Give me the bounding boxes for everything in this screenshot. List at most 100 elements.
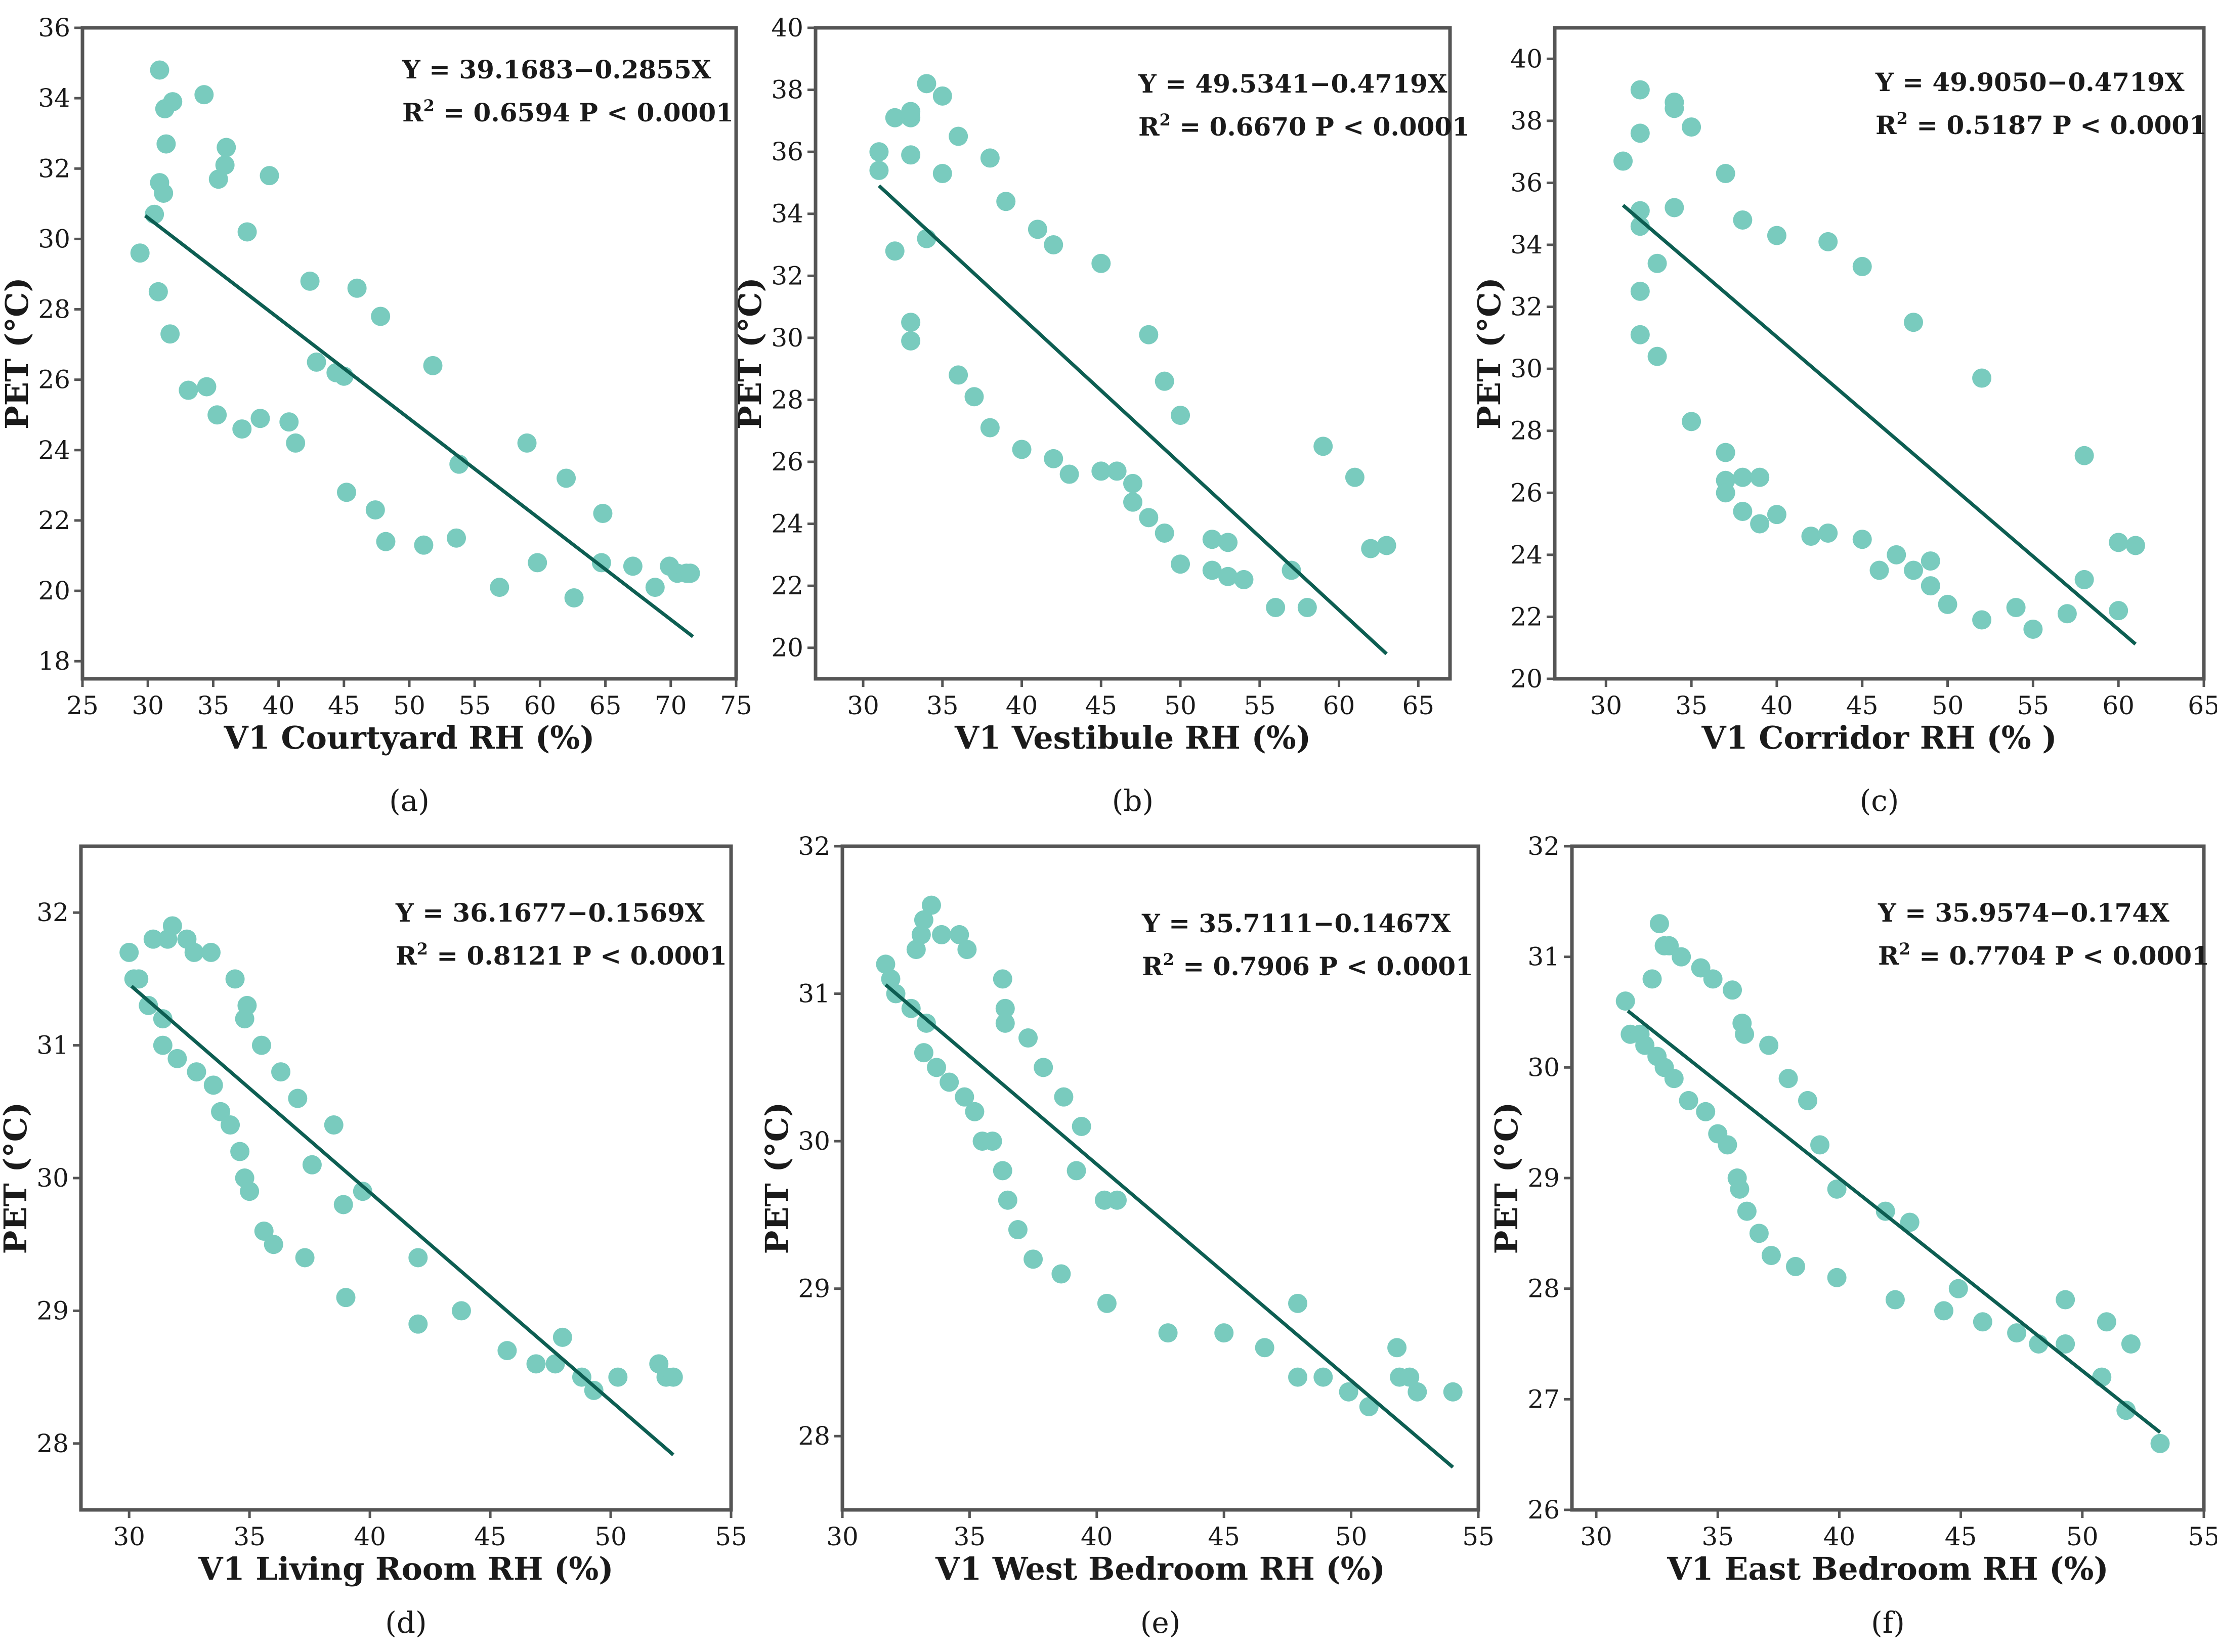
scatter-point bbox=[130, 243, 150, 263]
x-tick-label: 55 bbox=[1462, 1522, 1495, 1551]
x-tick-label: 60 bbox=[524, 691, 557, 720]
scatter-point bbox=[1679, 1091, 1698, 1110]
scatter-point bbox=[1904, 560, 1924, 580]
scatter-point bbox=[286, 433, 306, 453]
x-tick-label: 35 bbox=[954, 1522, 986, 1551]
regression-line bbox=[884, 983, 1454, 1469]
scatter-point bbox=[1139, 508, 1159, 528]
y-tick-label: 30 bbox=[771, 323, 803, 353]
y-tick-label: 32 bbox=[36, 898, 69, 927]
y-tick-label: 38 bbox=[1510, 106, 1543, 136]
scatter-point bbox=[1361, 539, 1381, 558]
scatter-point bbox=[1387, 1338, 1407, 1358]
regression-equation: Y = 35.9574−0.174X bbox=[1878, 898, 2169, 928]
scatter-point bbox=[1630, 80, 1650, 100]
scatter-point bbox=[1869, 560, 1889, 580]
y-tick-label: 20 bbox=[771, 633, 803, 663]
scatter-point bbox=[885, 241, 905, 261]
scatter-point bbox=[980, 418, 1000, 438]
chart-panel-4: 30 35 40 45 50 55 28 29 30 31 32 V1 Living Room RH … bbox=[0, 844, 747, 1640]
scatter-point bbox=[225, 969, 245, 989]
scatter-point bbox=[1750, 467, 1770, 487]
scatter-point bbox=[376, 532, 396, 551]
scatter-point bbox=[1613, 151, 1633, 171]
x-tick-label: 50 bbox=[1335, 1522, 1368, 1551]
x-tick-label: 35 bbox=[926, 691, 959, 720]
scatter-point bbox=[1749, 1224, 1769, 1243]
y-tick-label: 26 bbox=[1510, 478, 1543, 507]
scatter-point bbox=[2023, 619, 2043, 639]
scatter-point bbox=[150, 60, 169, 80]
scatter-point bbox=[237, 222, 257, 242]
scatter-point bbox=[156, 134, 176, 154]
x-tick-label: 75 bbox=[720, 691, 752, 720]
scatter-point bbox=[2056, 1290, 2075, 1310]
y-tick-label: 30 bbox=[38, 224, 70, 253]
chart-panel-5: 30 35 40 45 50 55 28 29 30 31 32 V1 West Bedroom RH… bbox=[758, 832, 1495, 1640]
scatter-point bbox=[2074, 446, 2094, 465]
scatter-point bbox=[584, 1380, 604, 1400]
scatter-point bbox=[876, 954, 896, 974]
scatter-point bbox=[911, 925, 931, 944]
scatter-point bbox=[1948, 1279, 1968, 1298]
scatter-point bbox=[964, 387, 984, 407]
x-tick-label: 30 bbox=[1590, 691, 1622, 720]
scatter-point bbox=[906, 940, 926, 960]
scatter-point bbox=[1938, 594, 1957, 614]
r-squared-text: R2 = 0.6670 P < 0.0001 bbox=[1138, 110, 1470, 142]
y-axis-title: PET (°C) bbox=[0, 277, 35, 429]
scatter-point bbox=[1123, 473, 1142, 493]
x-tick-label: 50 bbox=[393, 691, 425, 720]
y-tick-label: 32 bbox=[1527, 832, 1560, 861]
x-tick-label: 35 bbox=[1701, 1522, 1734, 1551]
scatter-point bbox=[1716, 443, 1735, 462]
scatter-point bbox=[1171, 406, 1190, 425]
y-tick-label: 32 bbox=[38, 154, 70, 183]
x-tick-label: 55 bbox=[458, 691, 491, 720]
scatter-point bbox=[917, 74, 936, 94]
y-tick-label: 20 bbox=[1510, 664, 1543, 693]
x-tick-label: 30 bbox=[826, 1522, 859, 1551]
scatter-point bbox=[2150, 1433, 2170, 1453]
scatter-point bbox=[1443, 1382, 1463, 1402]
scatter-point bbox=[279, 412, 299, 432]
chart-panel-3: 30 35 40 45 50 55 60 652022242628303234363840V1… bbox=[1471, 26, 2217, 818]
x-tick-label: 50 bbox=[2066, 1522, 2099, 1551]
data-layer bbox=[119, 916, 683, 1456]
scatter-point bbox=[1682, 117, 1701, 137]
y-tick-label: 34 bbox=[1510, 230, 1543, 259]
scatter-point bbox=[869, 160, 889, 180]
scatter-point bbox=[1054, 1087, 1074, 1107]
scatter-point bbox=[1716, 483, 1735, 503]
y-tick-label: 28 bbox=[1510, 416, 1543, 446]
scatter-point bbox=[1904, 313, 1924, 332]
scatter-point bbox=[365, 500, 385, 520]
scatter-point bbox=[1972, 610, 1992, 630]
scatter-point bbox=[2109, 601, 2128, 621]
scatter-point bbox=[1767, 505, 1786, 525]
y-tick-label: 36 bbox=[38, 13, 70, 42]
scatter-point bbox=[1733, 210, 1753, 230]
plot-frame bbox=[814, 26, 1452, 681]
scatter-point bbox=[264, 1235, 283, 1254]
scatter-point bbox=[921, 895, 941, 915]
scatter-point bbox=[1887, 545, 1906, 564]
x-tick-label: 55 bbox=[2017, 691, 2050, 720]
scatter-point bbox=[1345, 467, 1365, 487]
y-tick-label: 30 bbox=[798, 1126, 830, 1156]
x-tick-label: 50 bbox=[1164, 691, 1197, 720]
x-tick-label: 30 bbox=[132, 691, 164, 720]
scatter-point bbox=[203, 1075, 223, 1095]
x-tick-label: 55 bbox=[2188, 1522, 2217, 1551]
scatter-point bbox=[1778, 1069, 1798, 1089]
scatter-point bbox=[153, 1035, 173, 1055]
panel-caption: (d) bbox=[385, 1605, 427, 1640]
scatter-point bbox=[201, 942, 221, 962]
scatter-point bbox=[608, 1367, 628, 1387]
scatter-point bbox=[1202, 530, 1222, 549]
scatter-point bbox=[1665, 198, 1684, 218]
scatter-point bbox=[885, 108, 905, 127]
y-tick-label: 24 bbox=[771, 509, 803, 539]
scatter-point bbox=[353, 1182, 372, 1201]
scatter-point bbox=[215, 155, 235, 175]
